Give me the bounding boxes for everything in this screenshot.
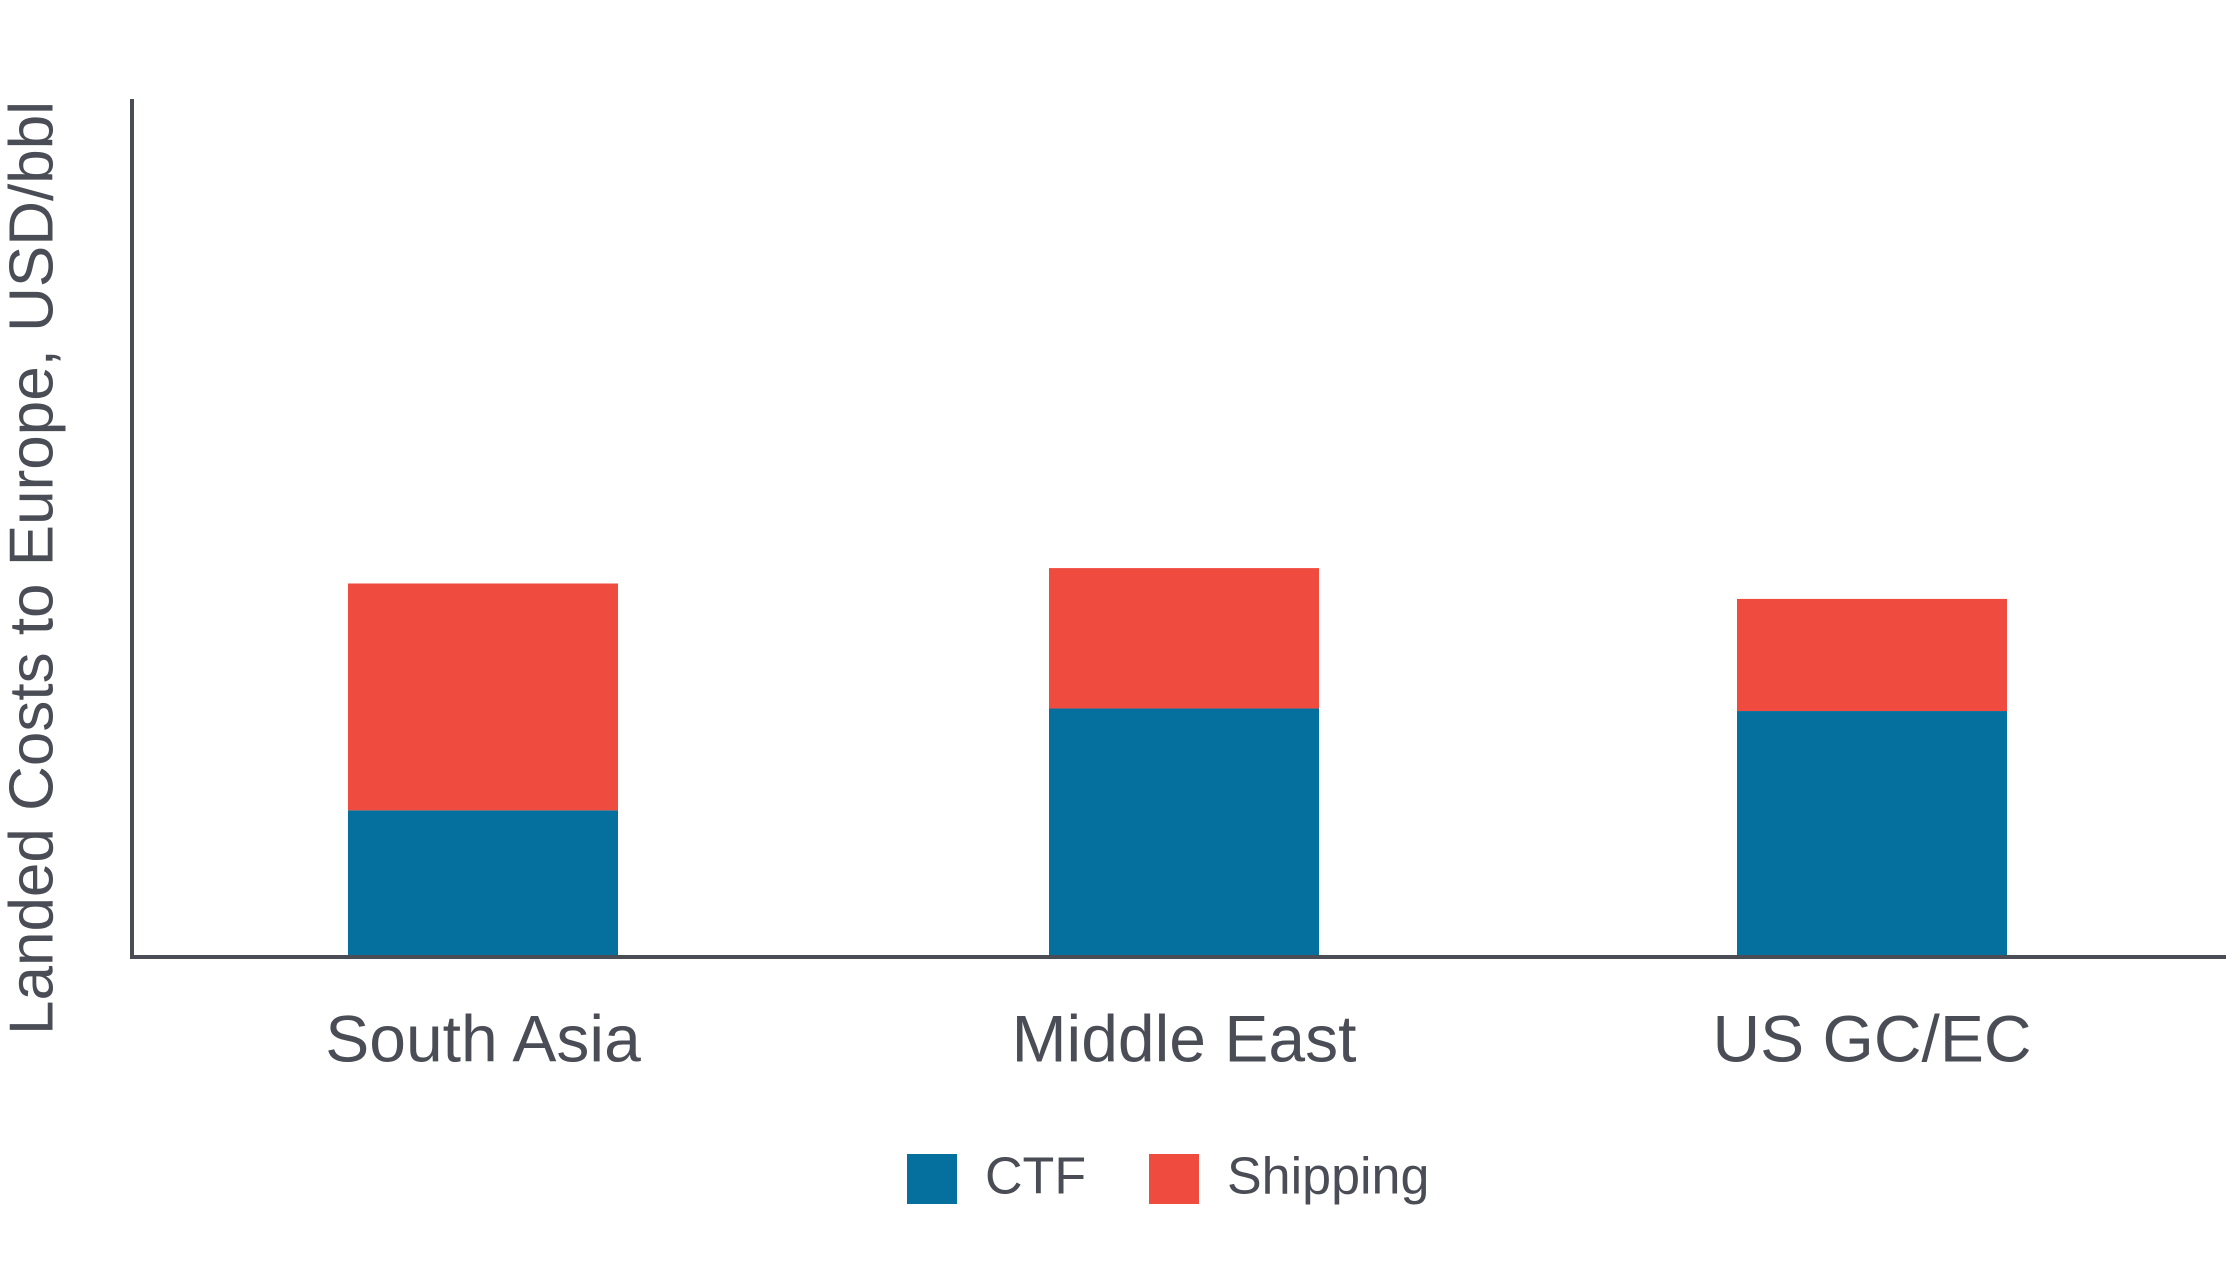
legend-label: CTF: [985, 1148, 1086, 1206]
bar-segment: [348, 583, 618, 811]
bar-segment: [1737, 711, 2007, 955]
x-tick-label: Middle East: [1012, 1001, 1357, 1075]
legend-label: Shipping: [1227, 1148, 1429, 1206]
legend-swatch: [907, 1154, 957, 1204]
legend-swatch: [1149, 1154, 1199, 1204]
y-axis-label: Landed Costs to Europe, USD/bbl: [0, 101, 66, 1035]
bar-segment: [1737, 598, 2007, 712]
bar-segment: [348, 810, 618, 955]
bar-segment: [1049, 708, 1319, 955]
bar-segment: [1049, 568, 1319, 709]
x-tick-label: South Asia: [325, 1001, 641, 1075]
x-tick-label: US GC/EC: [1712, 1001, 2031, 1075]
